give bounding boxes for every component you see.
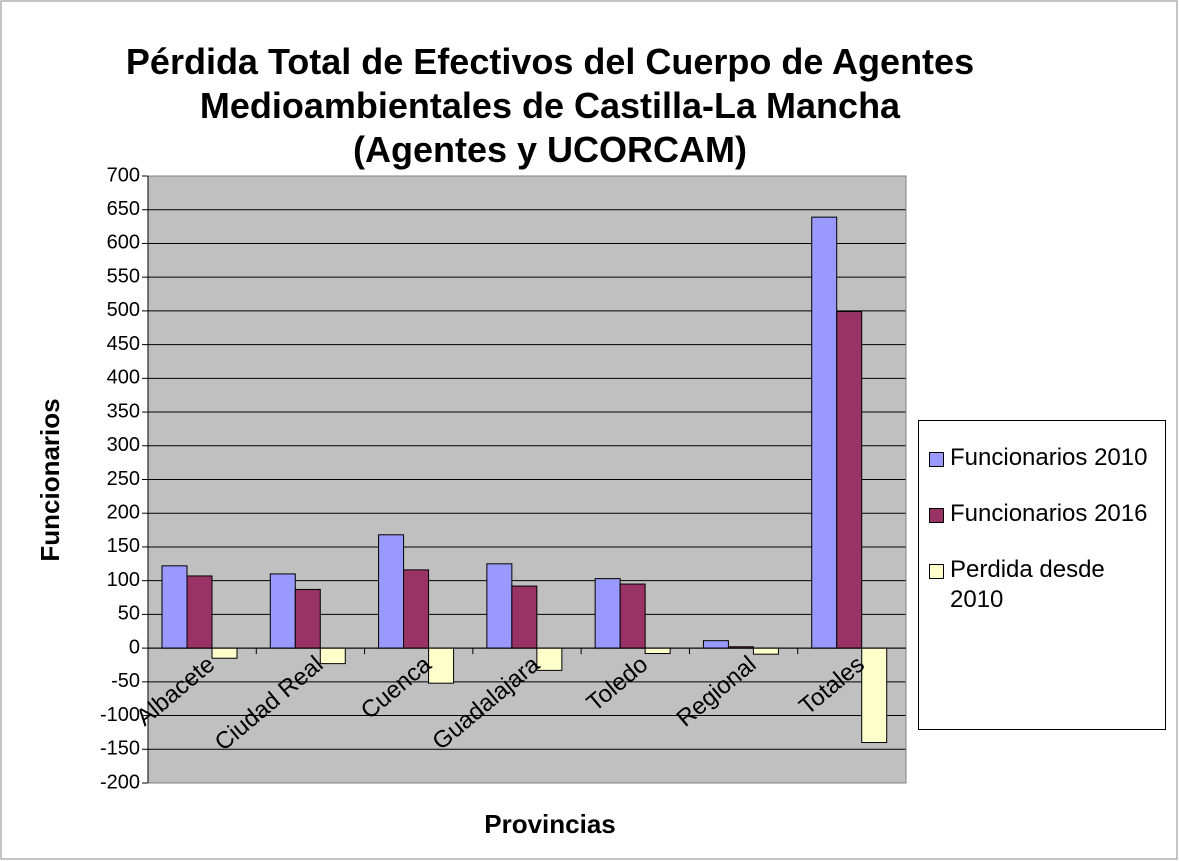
bar [836,311,863,649]
y-tick-label: 300 [107,434,140,456]
y-tick-label: 100 [107,569,140,591]
bar [403,569,430,649]
bar [378,534,405,649]
bar [619,583,646,649]
y-tick-label: -100 [100,704,140,726]
y-tick-label: 0 [129,636,140,658]
bar [319,647,346,665]
y-tick-label: -200 [100,771,140,793]
y-tick-label: 150 [107,535,140,557]
bar [702,640,729,649]
y-tick-label: -50 [111,670,140,692]
y-tick-label: 550 [107,265,140,287]
legend-swatch [929,452,944,467]
legend-swatch [929,564,944,579]
chart-title: Pérdida Total de Efectivos del Cuerpo de… [125,41,975,170]
x-axis-label: Provincias [484,809,616,839]
legend-item: Funcionarios 2016 [929,499,1155,529]
y-tick-label: 250 [107,468,140,490]
bar [428,647,455,684]
bar [752,647,779,655]
y-tick-label: 400 [107,367,140,389]
bar [861,647,888,744]
y-tick-label: 700 [107,164,140,186]
legend-label: Funcionarios 2016 [950,500,1148,527]
legend-label: Perdida desde 2010 [950,556,1105,613]
bar [211,647,238,659]
bar [294,588,321,649]
y-tick-label: 650 [107,198,140,220]
plot-area [142,175,907,784]
bar [186,575,213,649]
y-tick-label: 50 [118,603,140,625]
legend: Funcionarios 2010 Funcionarios 2016 Perdid… [918,420,1166,730]
bar [644,647,671,655]
legend-item: Funcionarios 2010 [929,443,1155,473]
bar [811,216,838,649]
y-tick-label: 500 [107,299,140,321]
y-axis-label: Funcionarios [35,398,65,561]
legend-item: Perdida desde 2010 [929,555,1155,615]
y-tick-label: 200 [107,502,140,524]
bar [486,563,513,649]
bar [594,578,621,649]
bar [269,573,296,649]
bar [161,565,188,649]
y-tick-label: 450 [107,333,140,355]
bar [511,585,538,649]
y-tick-label: 600 [107,232,140,254]
y-tick-label: -150 [100,738,140,760]
y-tick-label: 350 [107,400,140,422]
legend-swatch [929,508,944,523]
legend-label: Funcionarios 2010 [950,444,1148,471]
